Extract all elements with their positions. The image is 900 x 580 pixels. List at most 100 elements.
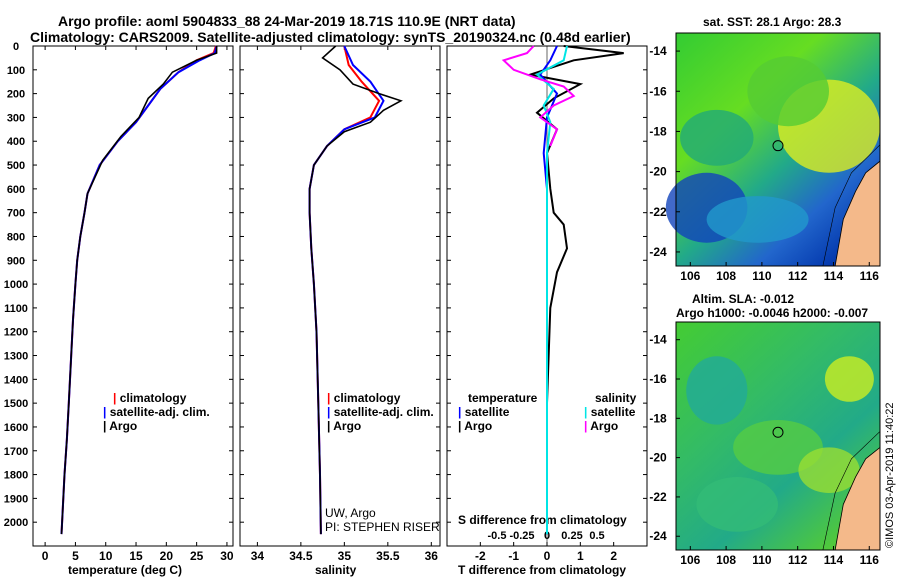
sst-lon-label: 110 <box>752 269 772 283</box>
tdiff-tick-label: -2 <box>475 549 486 563</box>
temperature-axis-title: temperature (deg C) <box>68 563 183 577</box>
sst-blob <box>747 56 829 127</box>
annotation-pi: PI: STEPHEN RISER <box>325 520 440 534</box>
sst-lat-label: -24 <box>649 245 667 259</box>
depth-tick-label: 2000 <box>4 517 28 529</box>
sla-lon-label: 114 <box>824 553 844 567</box>
sla-blob <box>798 447 860 494</box>
legend-climatology: | climatology <box>113 391 186 405</box>
depth-tick-label: 100 <box>7 65 25 77</box>
legend-label-s-argo: Argo <box>590 419 619 433</box>
depth-tick-label: 1200 <box>4 327 28 339</box>
legend-mark-argo: | <box>103 419 107 433</box>
sst-frame <box>675 32 881 267</box>
depth-tick-label: 200 <box>7 89 25 101</box>
sdiff-tick-label: -0.25 <box>509 530 534 542</box>
sla-lat-label: -22 <box>649 490 667 504</box>
temp-tick-label: 5 <box>72 549 79 563</box>
panel-frame-1 <box>239 45 441 547</box>
sal-tick-label: 34 <box>251 549 265 563</box>
legend-mark-s-argo: | <box>584 419 588 433</box>
depth-tick-label: 1000 <box>4 279 28 291</box>
sal-series-argo <box>308 45 403 535</box>
sst-blob <box>706 196 809 243</box>
depth-tick-label: 300 <box>7 112 25 124</box>
sla-lat-label: -14 <box>649 333 667 347</box>
sla-blob <box>824 356 874 402</box>
sal-tick-label: 36 <box>425 549 439 563</box>
sla-lon-label: 116 <box>860 553 880 567</box>
legend-mark-s-sat: | <box>584 405 588 419</box>
sdiff-tick-label: -0.5 <box>488 530 507 542</box>
sla-map <box>675 321 881 551</box>
sst-map-title: sat. SST: 28.1 Argo: 28.3 <box>703 15 842 29</box>
legend-argo-sal: | Argo <box>327 419 361 433</box>
sst-blob <box>680 109 754 166</box>
sst-lon-label: 108 <box>716 269 736 283</box>
depth-tick-label: 1900 <box>4 493 28 505</box>
sst-isobath <box>822 144 881 267</box>
legend-mark-climatology: | <box>113 391 117 405</box>
temp-tick-label: 20 <box>160 549 174 563</box>
legend-label-argo-sal: Argo <box>333 419 362 433</box>
sst-lon-label: 116 <box>860 269 880 283</box>
depth-tick-label: 1500 <box>4 398 28 410</box>
title-line-2: Climatology: CARS2009. Satellite-adjuste… <box>30 29 631 45</box>
diff-series-salinity-argo <box>501 45 576 147</box>
depth-tick-label: 1700 <box>4 446 28 458</box>
legend-mark-argo-sal: | <box>327 419 331 433</box>
sst-lat-label: -20 <box>649 165 667 179</box>
sla-map-title-2: Argo h1000: -0.0046 h2000: -0.007 <box>676 306 869 320</box>
sst-lat-label: -14 <box>649 44 667 58</box>
sal-tick-label: 34.5 <box>289 549 313 563</box>
legend-diff-s-argo: | Argo <box>584 419 618 433</box>
depth-tick-label: 600 <box>7 184 25 196</box>
annotation-uw-argo: UW, Argo <box>325 506 376 520</box>
sal-tick-label: 35 <box>338 549 352 563</box>
legend-mark-satellite-sal: | <box>327 405 331 419</box>
t-difference-axis-title: T difference from climatology <box>458 563 627 577</box>
sdiff-tick-label: 0.25 <box>561 530 582 542</box>
salinity-axis-title: salinity <box>315 563 357 577</box>
depth-tick-label: 0 <box>13 41 19 53</box>
legend-mark-t-sat: | <box>458 405 462 419</box>
sst-station-marker <box>772 140 784 152</box>
sst-lat-label: -18 <box>649 124 667 138</box>
depth-tick-label: 500 <box>7 160 25 172</box>
legend-diff-t-satellite: | satellite <box>458 405 509 419</box>
depth-tick-label: 700 <box>7 208 25 220</box>
sla-blob <box>686 356 748 425</box>
sla-lat-label: -16 <box>649 372 667 386</box>
sst-lon-label: 106 <box>680 269 700 283</box>
tdiff-tick-label: 0 <box>544 549 551 563</box>
depth-tick-label: 1600 <box>4 422 28 434</box>
legend-diff-s-satellite: | satellite <box>584 405 635 419</box>
sla-blob <box>696 477 778 532</box>
depth-tick-label: 1100 <box>4 303 28 315</box>
legend-mark-satellite: | <box>103 405 107 419</box>
depth-tick-label: 1400 <box>4 374 28 386</box>
sla-lon-label: 110 <box>752 553 772 567</box>
sst-lon-label: 114 <box>824 269 844 283</box>
depth-tick-label: 1800 <box>4 470 28 482</box>
sla-map-title-1: Altim. SLA: -0.012 <box>692 292 795 306</box>
temp-tick-label: 15 <box>129 549 143 563</box>
sla-frame <box>675 321 881 551</box>
legend-diff-salinity: salinity <box>595 391 637 405</box>
legend-label-satellite-sal: satellite-adj. clim. <box>333 405 434 419</box>
depth-tick-label: 400 <box>7 136 25 148</box>
legend-satellite-sal: | satellite-adj. clim. <box>327 405 434 419</box>
tdiff-tick-label: 2 <box>610 549 617 563</box>
temp-tick-label: 10 <box>99 549 113 563</box>
temp-tick-label: 0 <box>42 549 49 563</box>
diff-series-salinity-satellite <box>535 45 568 535</box>
sla-lon-label: 106 <box>680 553 700 567</box>
legend-climatology-sal: | climatology <box>327 391 400 405</box>
sst-map <box>665 32 881 267</box>
sla-blob <box>733 420 823 475</box>
sla-lon-label: 112 <box>788 553 808 567</box>
tdiff-tick-label: -1 <box>508 549 519 563</box>
temp-tick-label: 25 <box>190 549 204 563</box>
tdiff-tick-label: 1 <box>577 549 584 563</box>
